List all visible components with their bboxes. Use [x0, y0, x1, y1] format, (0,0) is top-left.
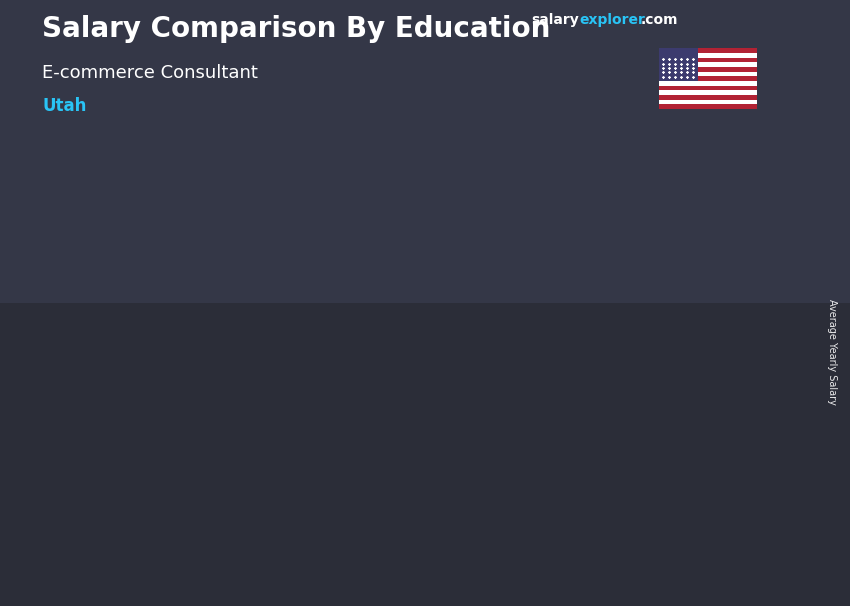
Polygon shape — [630, 261, 732, 266]
FancyArrowPatch shape — [548, 245, 622, 298]
Bar — [630, 261, 719, 515]
Text: E-commerce Consultant: E-commerce Consultant — [42, 64, 258, 82]
Polygon shape — [185, 385, 197, 515]
Text: Salary Comparison By Education: Salary Comparison By Education — [42, 15, 551, 43]
Text: Utah: Utah — [42, 97, 87, 115]
Bar — [659, 95, 756, 100]
Bar — [659, 48, 698, 81]
Bar — [659, 67, 756, 72]
Polygon shape — [452, 306, 553, 310]
Bar — [452, 306, 541, 515]
Bar — [659, 100, 756, 104]
FancyArrowPatch shape — [193, 341, 267, 378]
Text: Average Yearly Salary: Average Yearly Salary — [827, 299, 837, 404]
Bar — [96, 385, 185, 515]
Polygon shape — [363, 367, 376, 515]
Text: explorer: explorer — [580, 13, 646, 27]
Polygon shape — [96, 385, 197, 387]
Text: salary: salary — [531, 13, 579, 27]
Text: .com: .com — [641, 13, 678, 27]
Bar — [659, 76, 756, 81]
Bar — [0, 303, 850, 606]
Text: 78,500 USD: 78,500 USD — [82, 364, 156, 378]
Bar — [659, 58, 756, 62]
Bar — [659, 86, 756, 90]
Bar — [659, 62, 756, 67]
Text: 126,000 USD: 126,000 USD — [441, 285, 524, 299]
Bar — [659, 48, 756, 53]
Bar — [659, 104, 756, 109]
FancyArrowPatch shape — [370, 291, 444, 359]
Bar — [274, 367, 363, 515]
Text: +21%: +21% — [557, 167, 620, 186]
Text: +14%: +14% — [201, 266, 264, 285]
Bar — [659, 53, 756, 58]
Polygon shape — [541, 306, 553, 515]
Bar — [0, 0, 850, 303]
Polygon shape — [274, 367, 376, 369]
Bar — [659, 81, 756, 86]
Text: +41%: +41% — [378, 189, 442, 208]
Bar — [659, 90, 756, 95]
Text: 153,000 USD: 153,000 USD — [620, 241, 702, 254]
Polygon shape — [719, 261, 732, 515]
Bar — [659, 72, 756, 76]
Text: 89,600 USD: 89,600 USD — [264, 346, 338, 359]
